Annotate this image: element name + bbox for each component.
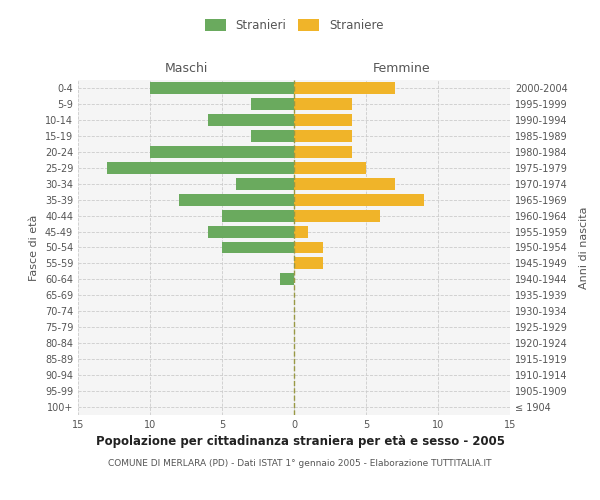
Bar <box>107 162 294 173</box>
Bar <box>294 210 380 222</box>
Bar <box>294 194 424 205</box>
Bar <box>280 274 294 285</box>
Bar <box>208 226 294 237</box>
Text: Maschi: Maschi <box>164 62 208 75</box>
Bar <box>251 98 294 110</box>
Bar <box>294 162 366 173</box>
Bar <box>294 82 395 94</box>
Bar <box>236 178 294 190</box>
Bar <box>294 258 323 270</box>
Y-axis label: Fasce di età: Fasce di età <box>29 214 39 280</box>
Bar <box>208 114 294 126</box>
Bar <box>294 242 323 254</box>
Bar <box>150 146 294 158</box>
Bar <box>294 98 352 110</box>
Bar <box>294 226 308 237</box>
Bar <box>294 178 395 190</box>
Bar <box>150 82 294 94</box>
Text: Popolazione per cittadinanza straniera per età e sesso - 2005: Popolazione per cittadinanza straniera p… <box>95 434 505 448</box>
Legend: Stranieri, Straniere: Stranieri, Straniere <box>205 19 383 32</box>
Bar <box>222 210 294 222</box>
Bar <box>294 146 352 158</box>
Y-axis label: Anni di nascita: Anni di nascita <box>579 206 589 288</box>
Text: COMUNE DI MERLARA (PD) - Dati ISTAT 1° gennaio 2005 - Elaborazione TUTTITALIA.IT: COMUNE DI MERLARA (PD) - Dati ISTAT 1° g… <box>108 458 492 468</box>
Bar <box>294 114 352 126</box>
Bar <box>179 194 294 205</box>
Bar <box>251 130 294 142</box>
Bar <box>294 130 352 142</box>
Bar <box>222 242 294 254</box>
Text: Femmine: Femmine <box>373 62 431 75</box>
